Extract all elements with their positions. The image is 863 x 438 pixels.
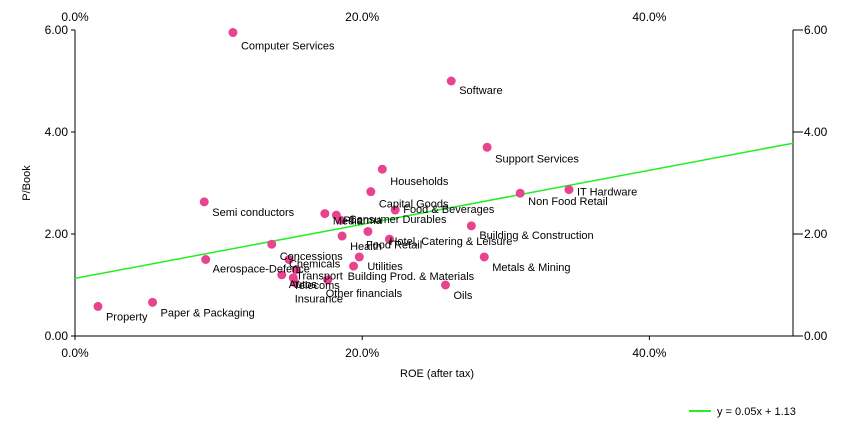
point-label: Chemicals [289, 259, 341, 271]
data-point [323, 275, 333, 285]
point-label: Media [333, 216, 364, 228]
data-point [466, 221, 476, 231]
points-layer [93, 28, 574, 311]
y-tick-label-left: 0.00 [45, 329, 69, 343]
axes: 0.0% 0.0% 20.0% 20.0% 40.0% 40.0% 0.00 0.00 2.00… [45, 10, 828, 360]
legend-label: y = 0.05x + 1.13 [717, 406, 796, 418]
data-point [291, 265, 301, 275]
point-label: Concessions [280, 251, 343, 263]
data-point [199, 197, 209, 207]
data-point [201, 255, 211, 264]
y-axis-title: P/Book [21, 165, 33, 201]
legend: y = 0.05x + 1.13 [689, 406, 796, 418]
y-tick-label-right: 0.00 [804, 329, 828, 343]
point-label: Building & Construction [479, 230, 593, 242]
point-label: Pharma [343, 215, 382, 227]
point-label: Food Retail [366, 239, 422, 251]
y-tick-label-right: 2.00 [804, 227, 828, 241]
data-point [363, 226, 373, 236]
point-label: Capital Goods [379, 199, 449, 211]
point-label: Software [459, 85, 502, 97]
point-label: Hotel, Catering & Leisure [389, 236, 512, 248]
data-point [515, 188, 525, 198]
point-label: Autos [289, 279, 318, 291]
data-point [267, 239, 277, 249]
data-point [482, 142, 492, 152]
point-label: Utilities [367, 261, 403, 273]
point-label: Telecoms [293, 280, 340, 292]
data-point [290, 277, 300, 287]
point-label: Other financials [326, 288, 403, 300]
data-point [93, 301, 103, 311]
point-label: Building Prod. & Materials [348, 271, 475, 283]
y-tick-label-left: 4.00 [45, 125, 69, 139]
x-tick-label-bottom: 20.0% [345, 346, 379, 360]
x-tick-label-top: 20.0% [345, 10, 379, 24]
point-label: Support Services [495, 153, 579, 165]
x-tick-label-top: 40.0% [632, 10, 666, 24]
data-point [148, 297, 158, 307]
x-tick-label-top: 0.0% [61, 10, 89, 24]
data-point [390, 205, 400, 215]
point-label: Aerospace-Defence [213, 264, 310, 276]
point-label: Health [350, 241, 382, 253]
data-point [384, 234, 394, 244]
point-label: Households [390, 176, 449, 188]
point-label: Insurance [295, 293, 343, 305]
data-point [366, 187, 376, 197]
x-tick-label-bottom: 0.0% [61, 346, 89, 360]
data-point [440, 280, 450, 290]
y-tick-label-left: 2.00 [45, 227, 69, 241]
x-axis-title: ROE (after tax) [400, 368, 474, 380]
data-point [284, 255, 294, 264]
trendline-layer [74, 142, 794, 280]
data-point [446, 76, 456, 86]
point-label: Property [106, 311, 148, 323]
data-point [354, 252, 364, 262]
point-label: Transport [296, 271, 343, 283]
point-label: Food & Beverages [403, 204, 495, 216]
data-point [479, 252, 489, 262]
point-label: Oils [453, 290, 472, 302]
data-point [564, 185, 574, 195]
data-point [320, 209, 330, 219]
point-label: Semi conductors [212, 207, 294, 219]
point-label: Consumer Durables [349, 214, 447, 226]
y-tick-label-right: 6.00 [804, 23, 828, 37]
point-label: IT Hardware [577, 187, 637, 199]
data-point [228, 28, 238, 38]
x-tick-label-bottom: 40.0% [632, 346, 666, 360]
point-labels-layer: Computer Services Software Support Service… [106, 41, 637, 324]
point-label: Computer Services [241, 41, 335, 53]
data-point [377, 164, 387, 174]
point-label: Metals & Mining [492, 262, 570, 274]
data-point [331, 210, 341, 220]
y-tick-label-right: 4.00 [804, 125, 828, 139]
trendline [74, 142, 794, 280]
data-point [277, 270, 287, 280]
point-label: Paper & Packaging [161, 307, 255, 319]
point-label: Non Food Retail [528, 196, 608, 208]
data-point [349, 261, 359, 271]
y-tick-label-left: 6.00 [45, 23, 69, 37]
data-point [337, 231, 347, 241]
